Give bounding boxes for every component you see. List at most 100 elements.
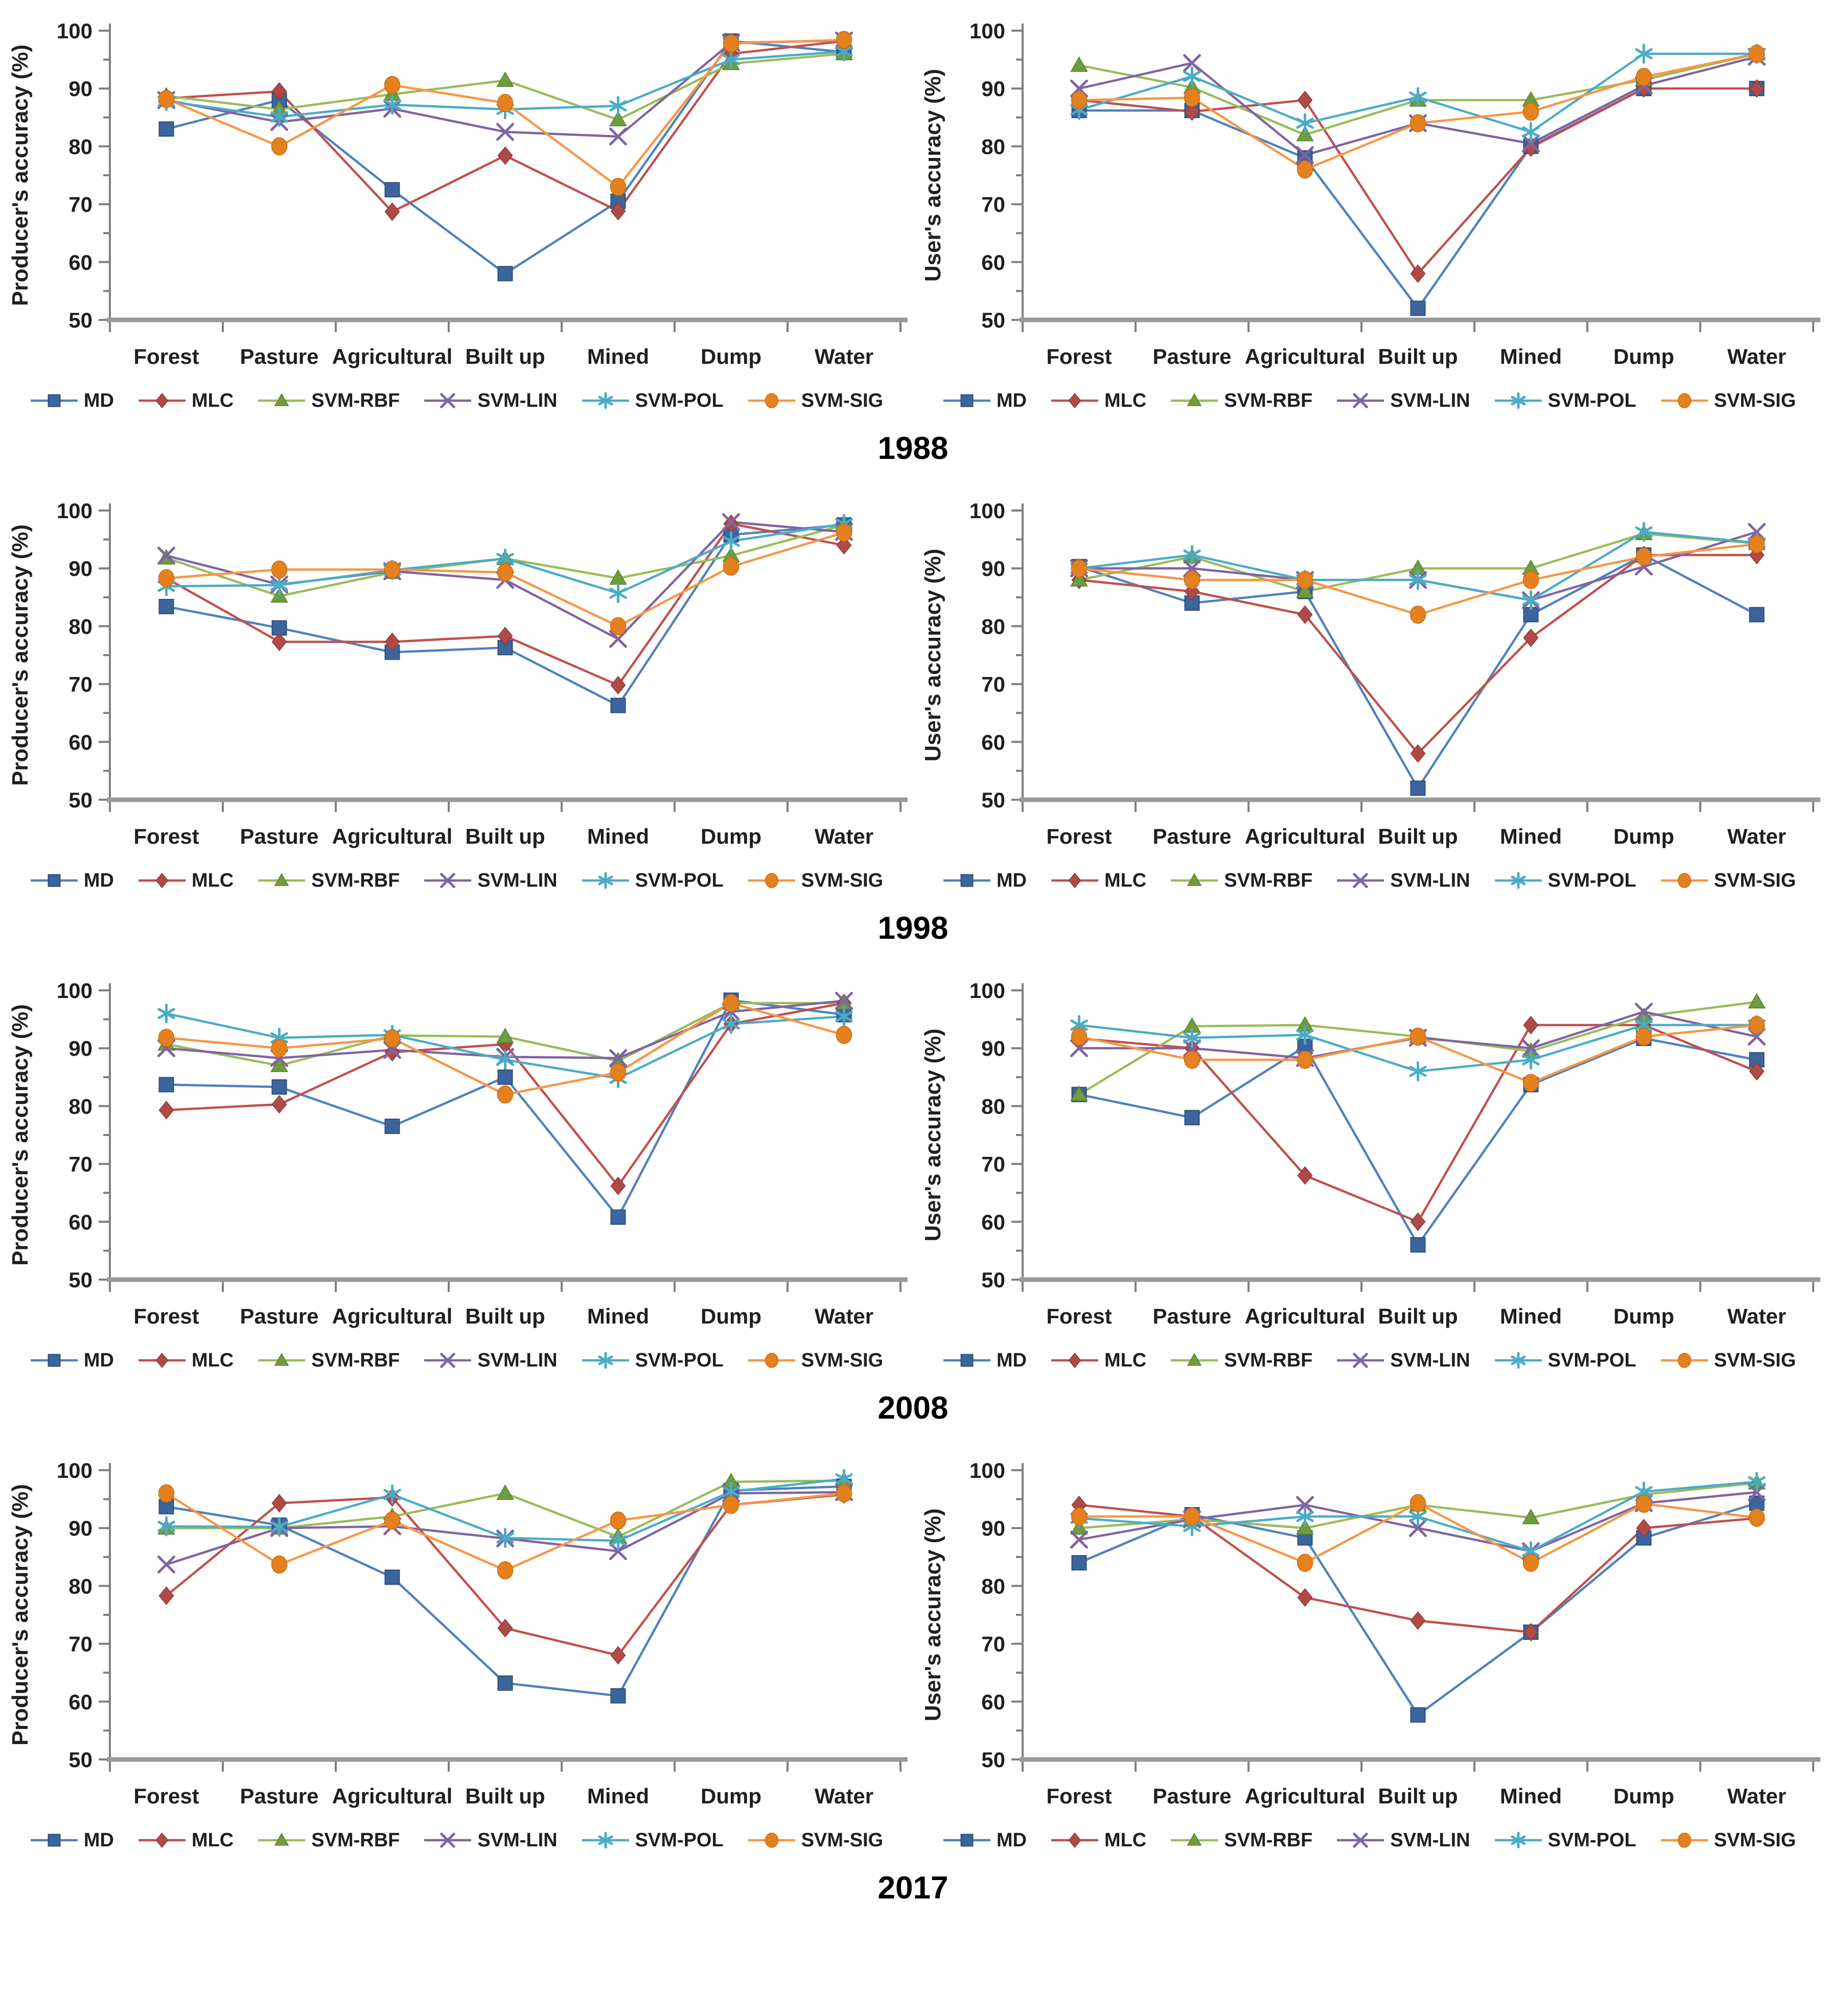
legend-item-mlc: MLC	[1050, 1829, 1146, 1851]
y-tick-label: 60	[68, 250, 93, 274]
series-markers-mlc	[158, 514, 852, 695]
mlc-marker-icon	[138, 1352, 186, 1369]
legend-label: MD	[996, 389, 1027, 411]
x-tick-label: Pasture	[1152, 344, 1231, 368]
chart-canvas-producer-1988: 50 60 70 80 90 100 Producer's accuracy (%) Fore…	[8, 19, 908, 368]
series-markers-mlc	[158, 32, 852, 221]
y-tick-label: 50	[68, 308, 93, 332]
legend-item-svm-pol: SVM-POL	[1494, 389, 1636, 412]
legend-item-md: MD	[30, 389, 114, 412]
x-tick-label: Dump	[701, 1784, 761, 1808]
y-axis-title: Producer's accuracy (%)	[8, 1004, 33, 1266]
chart-canvas-user-1988: 50 60 70 80 90 100 User's accuracy (%) Forest Pa…	[920, 19, 1820, 368]
md-marker-icon	[943, 394, 990, 407]
x-tick-label: Dump	[1613, 824, 1674, 848]
x-tick-label: Water	[815, 1304, 873, 1328]
svm-pol-marker-icon	[582, 392, 629, 409]
x-tick-label: Agricultural	[1245, 824, 1366, 848]
chart-producer-2017: 50 60 70 80 90 100 Producer's accuracy (%) Fore…	[0, 1444, 913, 1857]
legend-item-mlc: MLC	[137, 389, 234, 412]
svm-lin-marker-icon	[424, 393, 472, 408]
x-tick-label: Dump	[701, 344, 761, 368]
svm-pol-marker-icon	[1494, 1832, 1542, 1849]
legend-label: SVM-RBF	[1224, 869, 1313, 891]
y-axis: 50 60 70 80 90 100	[57, 1458, 111, 1772]
mlc-marker-icon	[138, 872, 186, 889]
legend-label: SVM-LIN	[1390, 1829, 1470, 1851]
svm-sig-marker-icon	[1660, 873, 1708, 888]
y-tick-label: 50	[68, 1268, 93, 1292]
year-block-1988: 50 60 70 80 90 100 Producer's accuracy (%) Fore…	[0, 4, 1826, 484]
y-tick-label: 70	[68, 1152, 93, 1176]
legend-item-svm-pol: SVM-POL	[1494, 869, 1636, 892]
legend-label: MLC	[1104, 869, 1147, 891]
x-tick-label: Pasture	[240, 344, 318, 368]
series-line-svm-lin	[166, 39, 844, 138]
svm-pol-marker-icon	[582, 1832, 629, 1849]
chart-user-1998: 50 60 70 80 90 100 User's accuracy (%) Forest Pa…	[913, 484, 1825, 897]
chart-legend-user-2017: MD MLC SVM-RBF SVM-LIN SVM-POL SVM-SIG	[913, 1824, 1825, 1857]
svm-rbf-marker-icon	[258, 393, 306, 406]
legend-item-svm-rbf: SVM-RBF	[1170, 1829, 1312, 1851]
legend-label: SVM-POL	[1547, 869, 1636, 891]
series-markers-svm-sig	[1071, 1016, 1765, 1092]
series-line-mlc	[1079, 1024, 1758, 1223]
svm-sig-marker-icon	[1660, 1833, 1708, 1848]
series-markers-svm-pol	[157, 514, 853, 604]
series-markers-svm-lin	[157, 31, 853, 146]
y-tick-label: 100	[57, 499, 93, 523]
y-tick-label: 70	[68, 1632, 93, 1656]
series-line-md	[166, 1485, 844, 1697]
x-tick-label: Built up	[1378, 344, 1458, 368]
y-tick-label: 50	[981, 1748, 1005, 1772]
y-axis-title: Producer's accuracy (%)	[8, 1484, 33, 1746]
y-tick-label: 60	[981, 1690, 1005, 1714]
mlc-marker-icon	[1051, 1352, 1098, 1369]
y-tick-label: 90	[981, 557, 1005, 581]
y-tick-label: 60	[68, 730, 93, 754]
md-marker-icon	[943, 874, 990, 887]
y-tick-label: 100	[57, 1458, 93, 1482]
legend-label: SVM-LIN	[1390, 1349, 1470, 1371]
series-line-md	[1078, 1502, 1758, 1717]
legend-item-svm-lin: SVM-LIN	[423, 1829, 558, 1851]
x-tick-label: Dump	[1613, 344, 1674, 368]
legend-item-svm-lin: SVM-LIN	[423, 869, 558, 892]
x-tick-label: Water	[1727, 1784, 1786, 1808]
charts-row-1998: 50 60 70 80 90 100 Producer's accuracy (%) Fore…	[0, 484, 1826, 897]
legend-item-svm-rbf: SVM-RBF	[257, 869, 400, 892]
legend-item-svm-sig: SVM-SIG	[1660, 1349, 1796, 1372]
legend-label: SVM-POL	[1547, 389, 1636, 411]
series-line-svm-sig	[1079, 53, 1757, 171]
legend-label: SVM-SIG	[801, 869, 884, 891]
x-axis: Forest Pasture Agricultural Built up Mined Du…	[107, 1277, 908, 1328]
y-tick-label: 80	[981, 614, 1005, 638]
legend-label: MD	[83, 869, 114, 891]
legend-label: SVM-LIN	[477, 389, 558, 411]
series-markers-svm-sig	[158, 31, 852, 196]
chart-legend-user-2008: MD MLC SVM-RBF SVM-LIN SVM-POL SVM-SIG	[913, 1344, 1825, 1377]
svm-rbf-marker-icon	[1171, 873, 1218, 886]
x-tick-label: Mined	[1500, 344, 1562, 368]
legend-label: MLC	[1104, 1829, 1147, 1851]
series-markers-svm-sig	[1071, 44, 1765, 179]
charts-row-2017: 50 60 70 80 90 100 Producer's accuracy (%) Fore…	[0, 1444, 1826, 1857]
legend-label: MD	[996, 869, 1027, 891]
y-tick-label: 50	[981, 1268, 1005, 1292]
charts-row-1988: 50 60 70 80 90 100 Producer's accuracy (%) Fore…	[0, 4, 1826, 417]
y-tick-label: 80	[68, 1574, 93, 1598]
svm-sig-marker-icon	[748, 873, 795, 888]
y-axis: 50 60 70 80 90 100	[969, 499, 1024, 812]
legend-label: SVM-RBF	[311, 1349, 400, 1371]
md-marker-icon	[30, 1354, 78, 1367]
legend-item-svm-lin: SVM-LIN	[1336, 1829, 1470, 1851]
legend-item-md: MD	[942, 1829, 1027, 1851]
y-tick-label: 80	[981, 1094, 1005, 1118]
series-markers-md	[158, 517, 852, 713]
legend-label: MD	[996, 1829, 1027, 1851]
legend-label: MLC	[1104, 1349, 1147, 1371]
y-tick-label: 50	[68, 788, 93, 812]
year-label-2017: 2017	[877, 1870, 949, 1906]
svm-lin-marker-icon	[1337, 1353, 1384, 1368]
legend-label: SVM-POL	[635, 1829, 724, 1851]
